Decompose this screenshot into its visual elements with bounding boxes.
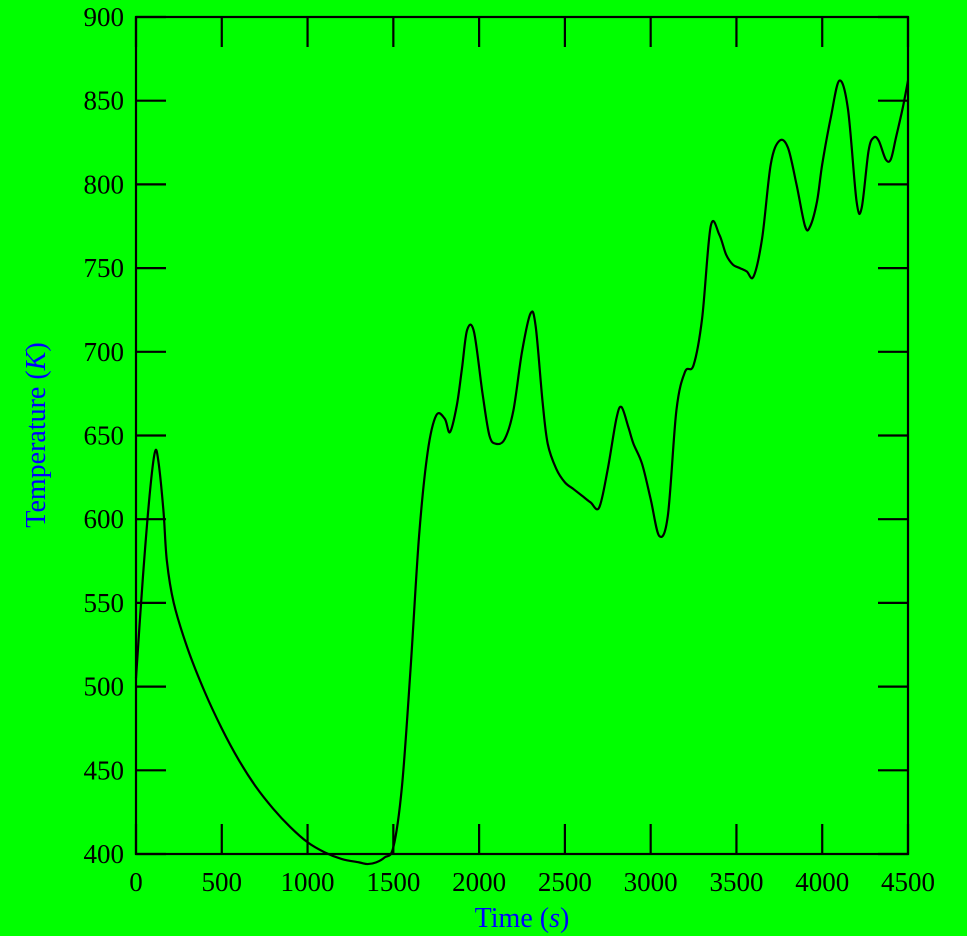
- y-tick-label-1: 450: [84, 755, 125, 785]
- y-tick-label-8: 800: [84, 169, 125, 199]
- x-axis-title: Time (s): [475, 903, 570, 934]
- y-tick-label-7: 750: [84, 253, 125, 283]
- x-tick-label-3: 1500: [366, 867, 420, 897]
- plot-frame: [134, 15, 910, 856]
- tick-marks: [134, 15, 910, 856]
- x-tick-label-4: 2000: [452, 867, 506, 897]
- y-tick-label-5: 650: [84, 421, 125, 451]
- y-tick-label-0: 400: [84, 839, 125, 869]
- y-axis-label: Temperature: [21, 387, 52, 528]
- x-tick-label-0: 0: [129, 867, 143, 897]
- temperature-series-line: [134, 79, 910, 866]
- y-axis-title: Temperature (K): [21, 342, 52, 527]
- x-axis-unit: s: [549, 903, 560, 934]
- x-tick-label-9: 4500: [881, 867, 935, 897]
- y-tick-label-3: 550: [84, 588, 125, 618]
- y-tick-label-6: 700: [84, 337, 125, 367]
- x-tick-label-7: 3500: [709, 867, 763, 897]
- tick-labels: 0 500 1000 1500 2000 2500 3000 3500 4000 4500 400 4…: [84, 2, 936, 897]
- y-axis-unit: K: [21, 350, 52, 371]
- y-tick-label-10: 900: [84, 2, 125, 32]
- x-tick-label-1: 500: [202, 867, 243, 897]
- x-tick-label-2: 1000: [281, 867, 335, 897]
- x-tick-label-5: 2500: [538, 867, 592, 897]
- x-tick-label-6: 3000: [624, 867, 678, 897]
- x-tick-label-8: 4000: [795, 867, 849, 897]
- y-tick-label-9: 850: [84, 86, 125, 116]
- x-axis-label: Time: [475, 903, 533, 934]
- y-tick-label-4: 600: [84, 504, 125, 534]
- y-tick-label-2: 500: [84, 672, 125, 702]
